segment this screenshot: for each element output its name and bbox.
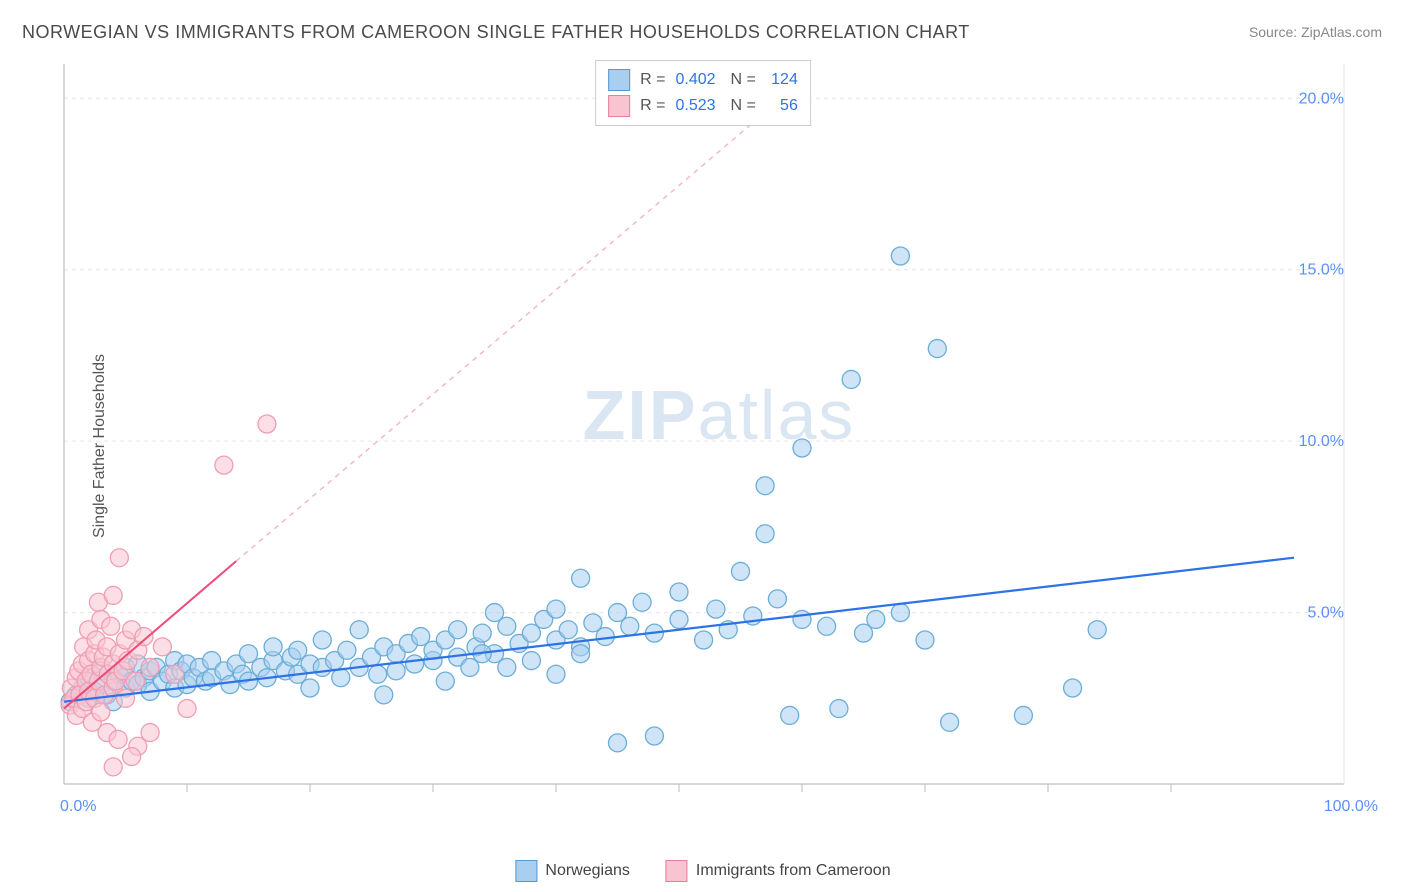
stat-n-value: 56 xyxy=(766,97,798,115)
svg-text:10.0%: 10.0% xyxy=(1299,433,1344,450)
svg-text:5.0%: 5.0% xyxy=(1308,605,1344,622)
legend-swatch xyxy=(608,95,630,117)
legend-swatch xyxy=(515,860,537,882)
stat-r-value: 0.402 xyxy=(676,71,721,89)
legend-item: Immigrants from Cameroon xyxy=(666,860,891,882)
stat-n-label: N = xyxy=(731,71,756,89)
legend-swatch xyxy=(666,860,688,882)
chart-title: NORWEGIAN VS IMMIGRANTS FROM CAMEROON SI… xyxy=(22,22,970,43)
x-axis-min-label: 0.0% xyxy=(60,798,96,816)
stat-r-value: 0.523 xyxy=(676,97,721,115)
svg-text:20.0%: 20.0% xyxy=(1299,90,1344,107)
legend-label: Norwegians xyxy=(545,862,629,880)
scatter-chart: 5.0% 10.0% 15.0% 20.0% xyxy=(56,56,1382,836)
legend-stat-row: R = 0.402 N = 124 xyxy=(608,67,798,93)
legend-series: Norwegians Immigrants from Cameroon xyxy=(515,860,890,882)
x-axis-max-label: 100.0% xyxy=(1324,798,1378,816)
stat-n-label: N = xyxy=(731,97,756,115)
legend-stats: R = 0.402 N = 124 R = 0.523 N = 56 xyxy=(595,60,811,126)
source-attribution: Source: ZipAtlas.com xyxy=(1249,24,1382,40)
legend-swatch xyxy=(608,69,630,91)
stat-r-label: R = xyxy=(640,97,665,115)
chart-area: 5.0%10.0%15.0%20.0% ZIPatlas 0.0% 100.0% xyxy=(56,56,1382,836)
svg-text:15.0%: 15.0% xyxy=(1299,262,1344,279)
stat-r-label: R = xyxy=(640,71,665,89)
legend-label: Immigrants from Cameroon xyxy=(696,862,891,880)
legend-stat-row: R = 0.523 N = 56 xyxy=(608,93,798,119)
stat-n-value: 124 xyxy=(766,71,798,89)
legend-item: Norwegians xyxy=(515,860,629,882)
